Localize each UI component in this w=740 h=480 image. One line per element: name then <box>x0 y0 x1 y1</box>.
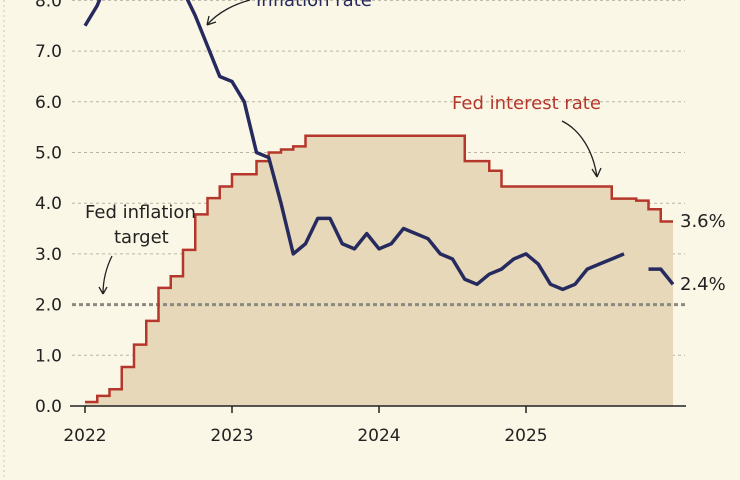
inflation-line-segment <box>83 0 625 292</box>
y-tick-label: 0.0 <box>35 397 62 417</box>
x-tick-label: 2022 <box>63 426 106 446</box>
x-tick-label: 2024 <box>357 426 400 446</box>
x-axis: 2022 2023 2024 2025 <box>63 405 686 446</box>
x-tick-label: 2023 <box>210 426 253 446</box>
y-tick-label: 5.0 <box>35 144 62 164</box>
y-tick-label: 6.0 <box>35 93 62 113</box>
inflation-line-segment <box>648 267 675 286</box>
fed-rate-arrow-icon <box>561 120 602 178</box>
y-tick-label: 1.0 <box>35 346 62 366</box>
fed-rate-end-label: 3.6% <box>680 211 726 232</box>
target-annotation-line2: target <box>114 227 169 248</box>
fed-rate-line <box>85 134 673 404</box>
fed-rate-area <box>85 135 673 407</box>
inflation-arrow-icon <box>206 0 251 26</box>
y-tick-label: 8.0 <box>35 0 62 11</box>
y-tick-label: 2.0 <box>35 296 62 316</box>
inflation-end-label: 2.4% <box>680 274 726 295</box>
target-arrow-icon <box>98 255 113 295</box>
fed-rate-annotation: Fed interest rate <box>452 93 601 114</box>
inflation-rate-line <box>83 0 675 292</box>
y-axis: 0.0 1.0 2.0 3.0 4.0 5.0 6.0 7.0 8.0 <box>35 0 62 417</box>
inflation-rate-annotation: Inflation rate <box>256 0 372 11</box>
x-tick-label: 2025 <box>504 426 547 446</box>
y-tick-label: 7.0 <box>35 42 62 62</box>
y-tick-label: 3.0 <box>35 245 62 265</box>
y-tick-label: 4.0 <box>35 194 62 214</box>
target-annotation-line1: Fed inflation <box>85 202 196 223</box>
